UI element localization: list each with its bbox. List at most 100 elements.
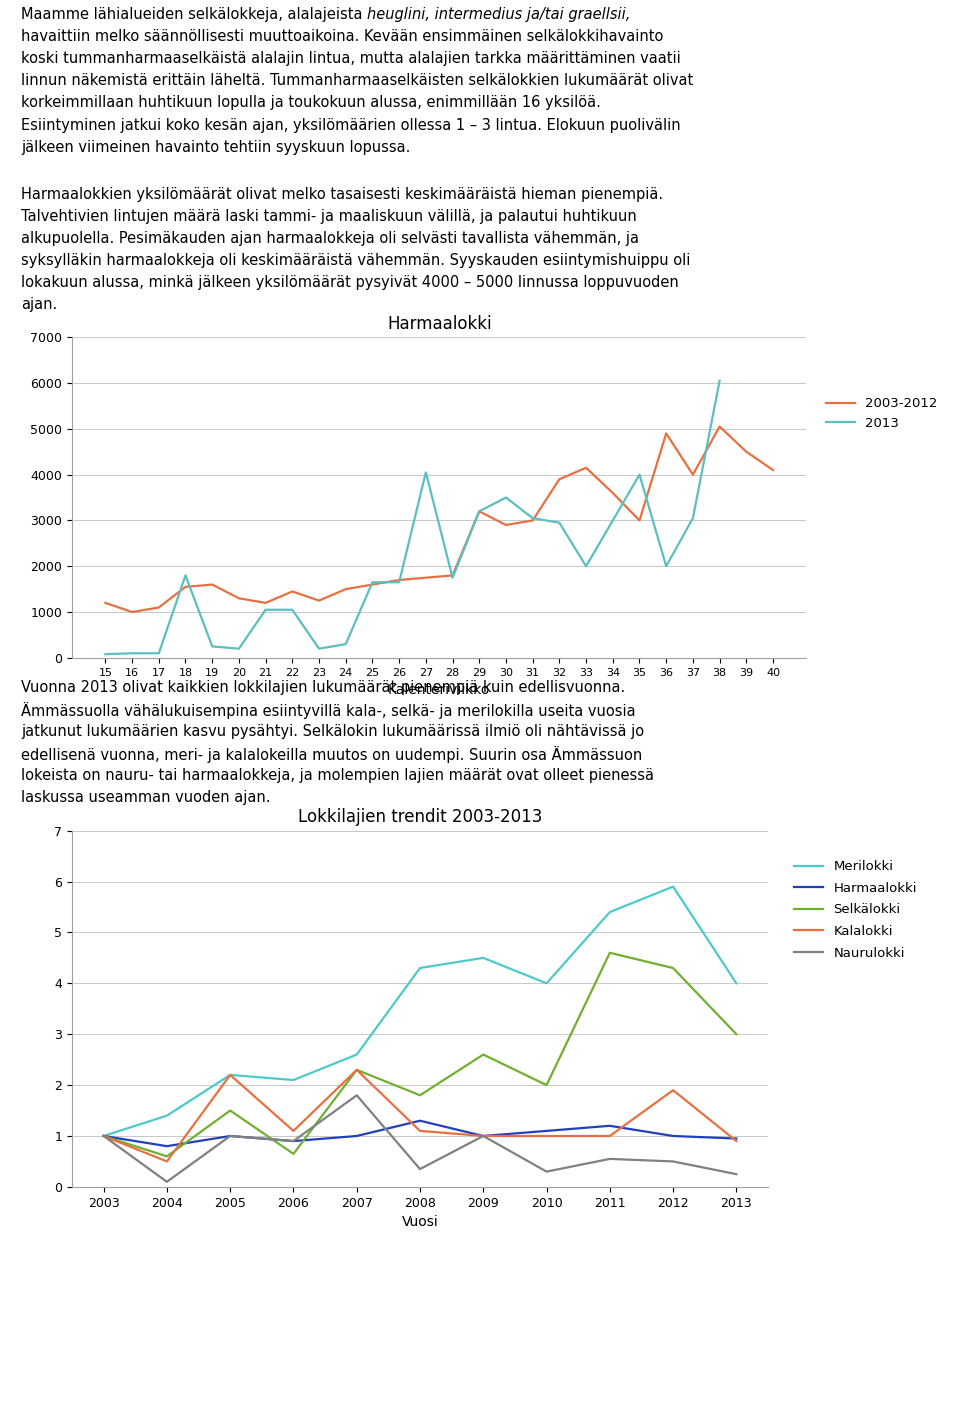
Selkälokki — [288, 1146, 300, 1163]
Text: Maamme lähialueiden selkälokkeja, alalajeista: Maamme lähialueiden selkälokkeja, alalaj… — [21, 7, 368, 23]
Selkälokki — [415, 1087, 426, 1104]
Title: Harmaalokki: Harmaalokki — [387, 315, 492, 333]
2013 — [367, 574, 378, 591]
Harmaalokki — [225, 1127, 236, 1144]
Harmaalokki — [667, 1127, 679, 1144]
Naurulokki — [351, 1087, 363, 1104]
Naurulokki — [415, 1160, 426, 1177]
Text: havaittiin melko säännöllisesti muuttoaikoina. Kevään ensimmäinen selkälokkihava: havaittiin melko säännöllisesti muuttoai… — [21, 28, 663, 44]
Naurulokki — [225, 1127, 236, 1144]
2013 — [180, 567, 191, 584]
Text: Harmaalokkien yksilömäärät olivat melko tasaisesti keskimääräistä hieman pienemp: Harmaalokkien yksilömäärät olivat melko … — [21, 187, 663, 201]
Merilokki — [351, 1046, 363, 1063]
Naurulokki — [667, 1153, 679, 1170]
Kalalokki — [161, 1153, 173, 1170]
Merilokki — [415, 959, 426, 976]
2013 — [634, 466, 645, 483]
Text: ajan.: ajan. — [21, 296, 58, 312]
Text: koski tummanharmaaselkäistä alalajin lintua, mutta alalajien tarkka määrittämine: koski tummanharmaaselkäistä alalajin lin… — [21, 51, 681, 67]
Text: Vuonna 2013 olivat kaikkien lokkilajien lukumäärät pienempiä kuin edellisvuonna.: Vuonna 2013 olivat kaikkien lokkilajien … — [21, 680, 625, 695]
Selkälokki — [225, 1102, 236, 1119]
2003-2012 — [473, 503, 485, 520]
X-axis label: Kalenteriviikko: Kalenteriviikko — [388, 683, 491, 697]
Text: lokakuun alussa, minkä jälkeen yksilömäärät pysyivät 4000 – 5000 linnussa loppuv: lokakuun alussa, minkä jälkeen yksilömää… — [21, 275, 679, 289]
Kalalokki — [351, 1062, 363, 1079]
Selkälokki — [477, 1046, 489, 1063]
2003-2012 — [607, 485, 618, 502]
2003-2012 — [527, 512, 539, 529]
2003-2012 — [180, 579, 191, 596]
Merilokki — [604, 903, 615, 921]
2013 — [714, 372, 726, 389]
Naurulokki — [288, 1133, 300, 1150]
Merilokki — [161, 1107, 173, 1124]
2013 — [473, 503, 485, 520]
Line: Kalalokki: Kalalokki — [104, 1070, 736, 1161]
Selkälokki — [351, 1062, 363, 1079]
Merilokki — [667, 878, 679, 895]
2003-2012 — [740, 443, 752, 460]
2013 — [446, 569, 458, 586]
2013 — [607, 512, 618, 529]
Text: syksylläkin harmaalokkeja oli keskimääräistä vähemmän. Syyskauden esiintymishuip: syksylläkin harmaalokkeja oli keskimäärä… — [21, 252, 690, 268]
Selkälokki — [540, 1076, 552, 1093]
2013 — [233, 640, 245, 657]
2013 — [660, 557, 672, 574]
Legend: 2003-2012, 2013: 2003-2012, 2013 — [821, 392, 943, 435]
2013 — [340, 636, 351, 653]
Selkälokki — [667, 959, 679, 976]
Text: lokeista on nauru- tai harmaalokkeja, ja molempien lajien määrät ovat olleet pie: lokeista on nauru- tai harmaalokkeja, ja… — [21, 768, 654, 784]
2013 — [313, 640, 324, 657]
Kalalokki — [288, 1123, 300, 1140]
2003-2012 — [660, 425, 672, 442]
Harmaalokki — [161, 1137, 173, 1154]
2003-2012 — [767, 462, 779, 479]
Harmaalokki — [477, 1127, 489, 1144]
Line: Merilokki: Merilokki — [104, 886, 736, 1136]
Text: Esiintyminen jatkui koko kesän ajan, yksilömäärien ollessa 1 – 3 lintua. Elokuun: Esiintyminen jatkui koko kesän ajan, yks… — [21, 118, 681, 133]
2003-2012 — [127, 604, 138, 621]
Text: laskussa useamman vuoden ajan.: laskussa useamman vuoden ajan. — [21, 791, 271, 805]
Harmaalokki — [288, 1133, 300, 1150]
2003-2012 — [420, 569, 432, 586]
Harmaalokki — [604, 1117, 615, 1134]
2013 — [206, 638, 218, 656]
2003-2012 — [367, 576, 378, 593]
Line: 2013: 2013 — [106, 380, 720, 654]
Selkälokki — [98, 1127, 109, 1144]
2013 — [286, 601, 298, 618]
Naurulokki — [604, 1150, 615, 1167]
Text: alkupuolella. Pesimäkauden ajan harmaalokkeja oli selvästi tavallista vähemmän, : alkupuolella. Pesimäkauden ajan harmaalo… — [21, 231, 639, 245]
Title: Lokkilajien trendit 2003-2013: Lokkilajien trendit 2003-2013 — [298, 808, 542, 826]
Text: linnun näkemistä erittäin läheltä. Tummanharmaaselkäisten selkälokkien lukumäärä: linnun näkemistä erittäin läheltä. Tumma… — [21, 74, 693, 88]
Kalalokki — [415, 1123, 426, 1140]
Kalalokki — [604, 1127, 615, 1144]
2013 — [527, 510, 539, 527]
2013 — [687, 510, 699, 527]
2013 — [394, 574, 405, 591]
Line: Harmaalokki: Harmaalokki — [104, 1120, 736, 1146]
Merilokki — [98, 1127, 109, 1144]
Text: edellisenä vuonna, meri- ja kalalokeilla muutos on uudempi. Suurin osa Ämmässuon: edellisenä vuonna, meri- ja kalalokeilla… — [21, 747, 642, 764]
Merilokki — [225, 1066, 236, 1083]
Kalalokki — [667, 1082, 679, 1099]
2003-2012 — [687, 466, 699, 483]
2003-2012 — [313, 591, 324, 608]
Kalalokki — [98, 1127, 109, 1144]
2003-2012 — [153, 598, 164, 616]
Harmaalokki — [415, 1112, 426, 1129]
2003-2012 — [340, 580, 351, 597]
Merilokki — [288, 1072, 300, 1089]
Line: Selkälokki: Selkälokki — [104, 953, 736, 1156]
Harmaalokki — [731, 1130, 742, 1147]
Merilokki — [731, 975, 742, 992]
Naurulokki — [731, 1166, 742, 1183]
Naurulokki — [540, 1163, 552, 1180]
Naurulokki — [98, 1127, 109, 1144]
Harmaalokki — [540, 1123, 552, 1140]
2013 — [580, 557, 591, 574]
Text: jälkeen viimeinen havainto tehtiin syyskuun lopussa.: jälkeen viimeinen havainto tehtiin syysk… — [21, 140, 411, 155]
2003-2012 — [446, 567, 458, 584]
Text: Talvehtivien lintujen määrä laski tammi- ja maaliskuun välillä, ja palautui huht: Talvehtivien lintujen määrä laski tammi-… — [21, 208, 636, 224]
2003-2012 — [233, 590, 245, 607]
